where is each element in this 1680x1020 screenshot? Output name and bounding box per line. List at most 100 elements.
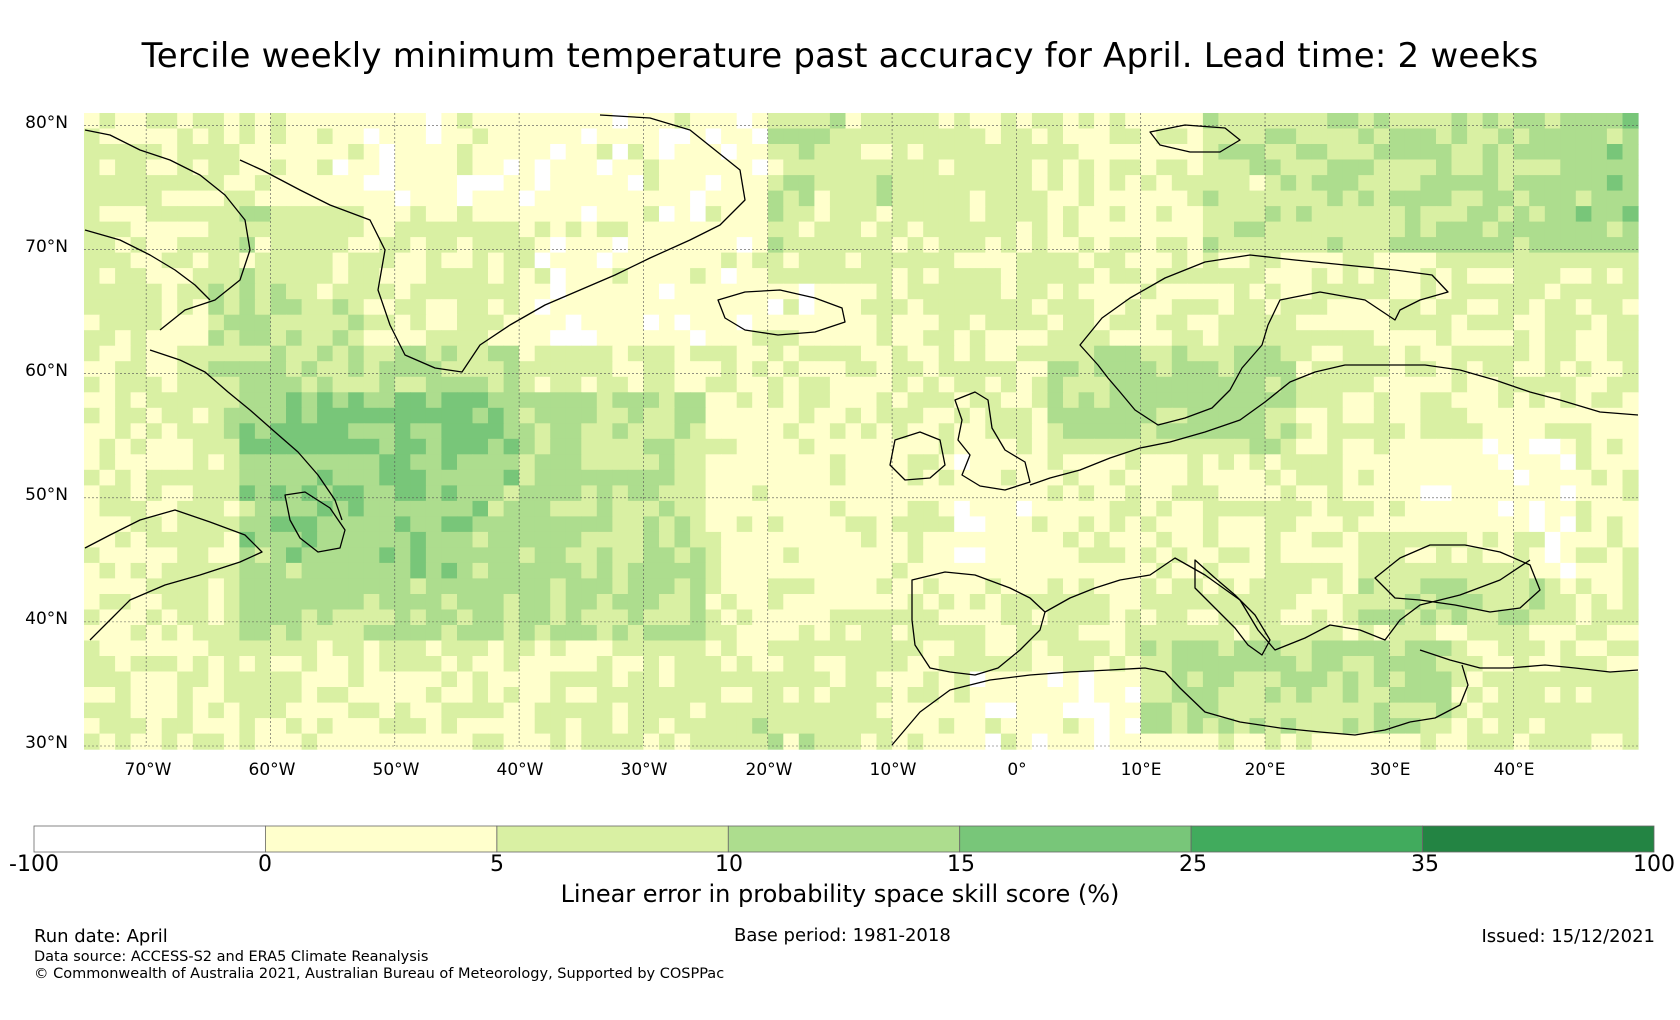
skill-cell — [1436, 283, 1453, 300]
skill-cell — [146, 500, 163, 517]
skill-cell — [410, 562, 427, 579]
skill-cell — [1171, 190, 1188, 207]
skill-cell — [1031, 469, 1048, 486]
skill-cell — [503, 283, 520, 300]
skill-cell — [721, 718, 738, 735]
skill-cell — [1373, 252, 1390, 269]
skill-cell — [923, 330, 940, 347]
skill-cell — [379, 562, 396, 579]
skill-cell — [363, 407, 380, 424]
skill-cell — [752, 113, 769, 130]
skill-cell — [1467, 640, 1484, 657]
skill-cell — [1140, 718, 1157, 735]
skill-cell — [1218, 594, 1235, 611]
skill-cell — [519, 407, 536, 424]
skill-cell — [239, 237, 256, 254]
skill-cell — [1373, 687, 1390, 704]
skill-cell — [1358, 407, 1375, 424]
skill-cell — [410, 252, 427, 269]
skill-cell — [798, 237, 815, 254]
skill-cell — [798, 500, 815, 517]
skill-cell — [1311, 702, 1328, 719]
skill-cell — [596, 221, 613, 238]
skill-cell — [1063, 221, 1080, 238]
skill-cell — [457, 454, 474, 471]
skill-cell — [1482, 252, 1499, 269]
skill-cell — [721, 407, 738, 424]
skill-cell — [1094, 252, 1111, 269]
skill-cell — [767, 500, 784, 517]
skill-cell — [1140, 594, 1157, 611]
skill-cell — [208, 640, 225, 657]
skill-cell — [627, 268, 644, 285]
skill-cell — [736, 237, 753, 254]
skill-cell — [1140, 469, 1157, 486]
skill-cell — [1342, 175, 1359, 192]
skill-cell — [798, 330, 815, 347]
skill-cell — [1529, 423, 1546, 440]
skill-cell — [115, 733, 132, 750]
skill-cell — [457, 330, 474, 347]
skill-cell — [332, 656, 349, 673]
skill-cell — [84, 625, 101, 642]
skill-cell — [99, 609, 116, 626]
skill-cell — [534, 159, 551, 176]
skill-cell — [208, 392, 225, 409]
skill-cell — [985, 547, 1002, 564]
skill-cell — [1544, 423, 1561, 440]
skill-cell — [1234, 190, 1251, 207]
skill-cell — [1544, 159, 1561, 176]
skill-cell — [1327, 500, 1344, 517]
skill-cell — [177, 531, 194, 548]
skill-cell — [1436, 640, 1453, 657]
skill-cell — [254, 594, 271, 611]
skill-cell — [177, 671, 194, 688]
skill-cell — [1031, 594, 1048, 611]
skill-cell — [1125, 547, 1142, 564]
skill-cell — [425, 175, 442, 192]
skill-cell — [1078, 578, 1095, 595]
skill-cell — [767, 361, 784, 378]
skill-cell — [519, 438, 536, 455]
skill-cell — [1187, 469, 1204, 486]
skill-cell — [1451, 578, 1468, 595]
skill-cell — [1560, 516, 1577, 533]
skill-cell — [1156, 175, 1173, 192]
skill-cell — [985, 733, 1002, 750]
skill-cell — [705, 113, 722, 130]
skill-cell — [177, 345, 194, 362]
skill-cell — [1140, 516, 1157, 533]
skill-cell — [1078, 376, 1095, 393]
skill-cell — [674, 656, 691, 673]
skill-cell — [534, 687, 551, 704]
skill-cell — [1622, 423, 1639, 440]
skill-cell — [767, 609, 784, 626]
skill-cell — [270, 376, 287, 393]
skill-cell — [674, 718, 691, 735]
skill-cell — [1342, 330, 1359, 347]
skill-cell — [192, 206, 209, 223]
skill-cell — [892, 609, 909, 626]
skill-cell — [1265, 175, 1282, 192]
skill-cell — [192, 656, 209, 673]
skill-cell — [1327, 578, 1344, 595]
skill-cell — [814, 640, 831, 657]
skill-cell — [317, 159, 334, 176]
skill-cell — [1327, 376, 1344, 393]
skill-cell — [1311, 376, 1328, 393]
skill-cell — [534, 656, 551, 673]
skill-cell — [736, 454, 753, 471]
skill-cell — [829, 733, 846, 750]
skill-cell — [1094, 159, 1111, 176]
skill-cell — [1171, 454, 1188, 471]
skill-cell — [1140, 237, 1157, 254]
skill-cell — [954, 283, 971, 300]
skill-cell — [161, 128, 178, 145]
skill-cell — [1094, 718, 1111, 735]
skill-cell — [1296, 640, 1313, 657]
skill-cell — [425, 283, 442, 300]
skill-cell — [612, 438, 629, 455]
skill-cell — [115, 361, 132, 378]
skill-cell — [239, 159, 256, 176]
skill-cell — [721, 516, 738, 533]
